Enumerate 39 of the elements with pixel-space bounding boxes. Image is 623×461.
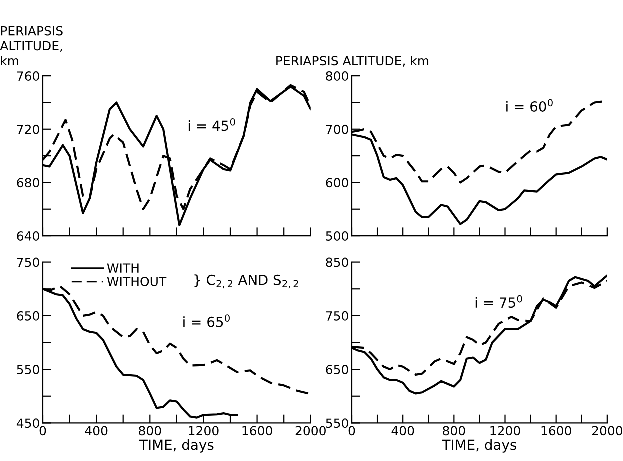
y-tick-label: 450	[16, 418, 40, 428]
x-tick-label: 2000	[296, 426, 326, 436]
x-tick-label: 800	[139, 426, 162, 436]
annotation: i = 45$^{0}$	[188, 118, 236, 132]
annotation: i = 75$^{0}$	[476, 295, 522, 308]
y-tick-label: 680	[17, 178, 40, 188]
x-tick-label: 400	[85, 426, 108, 436]
x-tick-label: 800	[443, 426, 466, 436]
y-tick-label: 550	[326, 418, 348, 428]
x-tick-label: 0	[348, 426, 356, 436]
x-tick-label: 1200	[189, 426, 219, 436]
annotation: i = 65$^{0}$	[184, 314, 230, 328]
annotation: i = 60$^{0}$	[506, 99, 553, 112]
annotation: } C$_{2,2}$ AND S$_{2,2}$	[194, 274, 298, 289]
y-tick-label: 800	[326, 72, 348, 81]
y-tick-label: 650	[17, 311, 40, 321]
legend-label: WITHOUT	[107, 276, 167, 286]
y-tick-label: 700	[326, 124, 348, 134]
y-tick-label: 760	[17, 72, 40, 81]
x-tick-label: 2000	[592, 426, 622, 436]
y-tick-label: 850	[326, 258, 348, 268]
y-tick-label: 650	[326, 365, 348, 374]
legend-label: WITH	[107, 264, 139, 273]
x-tick-label: 1200	[490, 426, 520, 436]
x-tick-label: 0	[40, 426, 46, 436]
x-axis-title: TIME, days	[442, 439, 517, 453]
y-axis-title: PERIAPSIS ALTITUDE, km	[0, 26, 63, 66]
y-tick-label: 500	[326, 232, 348, 241]
x-tick-label: 1600	[242, 426, 272, 436]
y-tick-label: 640	[17, 232, 40, 241]
y-tick-label: 720	[17, 124, 40, 134]
y-tick-label: 750	[326, 311, 348, 321]
y-axis-title: PERIAPSIS ALTITUDE, km	[276, 56, 429, 67]
x-tick-label: 1600	[542, 426, 572, 436]
x-axis-title: TIME, days	[139, 439, 214, 453]
x-tick-label: 400	[392, 426, 414, 436]
y-tick-label: 600	[326, 178, 348, 188]
y-tick-label: 750	[17, 258, 40, 268]
y-tick-label: 550	[17, 365, 40, 374]
